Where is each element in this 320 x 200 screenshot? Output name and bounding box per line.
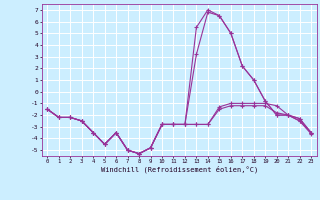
X-axis label: Windchill (Refroidissement éolien,°C): Windchill (Refroidissement éolien,°C) [100,166,258,173]
